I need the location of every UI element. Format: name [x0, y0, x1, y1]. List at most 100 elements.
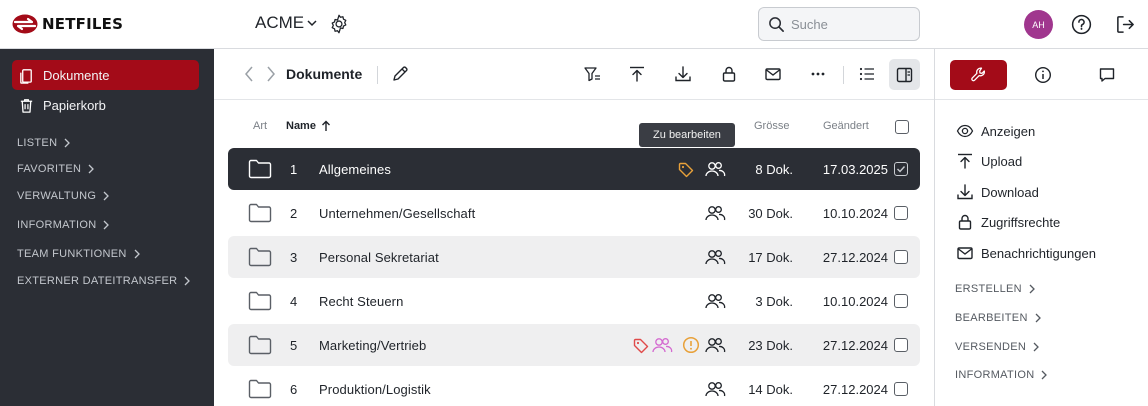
action-permissions[interactable]: Zugriffsrechte: [956, 213, 1060, 231]
section-send[interactable]: VERSENDEN: [955, 341, 1040, 353]
more-button[interactable]: [809, 65, 827, 83]
folder-icon: [248, 203, 272, 223]
table-row[interactable]: 3 Personal Sekretariat 17 Dok. 27.12.202…: [228, 236, 920, 278]
select-all-checkbox[interactable]: [895, 120, 909, 134]
logo[interactable]: NETFILES: [12, 14, 123, 34]
wrench-icon: [970, 67, 985, 82]
section-label: INFORMATION: [17, 219, 97, 231]
logo-text: NETFILES: [42, 15, 124, 33]
logout-button[interactable]: [1115, 14, 1136, 35]
action-view[interactable]: Anzeigen: [956, 122, 1035, 140]
upload-button[interactable]: [628, 65, 646, 83]
logout-icon: [1117, 16, 1134, 33]
list-view-button[interactable]: [858, 65, 876, 83]
download-button[interactable]: [674, 65, 692, 83]
column-type[interactable]: Art: [253, 120, 268, 132]
action-notifications[interactable]: Benachrichtigungen: [956, 244, 1096, 262]
row-name[interactable]: Marketing/Vertrieb: [319, 338, 427, 353]
section-label: INFORMATION: [955, 369, 1035, 381]
table-row[interactable]: 1 Allgemeines 8 Dok. 17.03.2025: [228, 148, 920, 190]
column-name[interactable]: Name: [286, 120, 331, 132]
shared-users-icon[interactable]: [704, 336, 726, 354]
row-name[interactable]: Unternehmen/Gesellschaft: [319, 206, 476, 221]
help-icon: [1071, 14, 1092, 35]
account-switcher[interactable]: ACME: [255, 13, 318, 33]
notify-button[interactable]: [764, 65, 782, 83]
sidebar-item-label: Dokumente: [43, 67, 110, 83]
row-checkbox[interactable]: [894, 294, 908, 308]
row-name[interactable]: Personal Sekretariat: [319, 250, 439, 265]
sidebar-section-team-functions[interactable]: TEAM FUNKTIONEN: [17, 248, 141, 260]
column-size[interactable]: Grösse: [754, 120, 790, 132]
section-create[interactable]: ERSTELLEN: [955, 283, 1036, 295]
row-name[interactable]: Produktion/Logistik: [319, 382, 431, 397]
column-modified[interactable]: Geändert: [823, 120, 869, 132]
back-button[interactable]: [242, 65, 256, 83]
mail-icon: [765, 68, 781, 81]
action-download[interactable]: Download: [956, 183, 1039, 201]
row-size: 3 Dok.: [755, 294, 793, 309]
row-checkbox[interactable]: [894, 162, 908, 176]
tag-icon[interactable]: [633, 338, 649, 354]
row-date: 17.03.2025: [822, 162, 888, 177]
side-panel-toggle[interactable]: [889, 59, 920, 90]
settings-button[interactable]: [328, 13, 350, 35]
shared-users-icon[interactable]: [704, 292, 726, 310]
sidebar-item-documents[interactable]: Dokumente: [12, 60, 199, 90]
breadcrumb[interactable]: Dokumente: [286, 66, 363, 82]
warning-icon[interactable]: [682, 336, 700, 354]
search-input[interactable]: [791, 16, 911, 32]
section-information[interactable]: INFORMATION: [955, 369, 1048, 381]
section-label: VERSENDEN: [955, 341, 1027, 353]
account-name: ACME: [255, 13, 305, 32]
chevron-right-icon: [1029, 284, 1035, 294]
row-size: 17 Dok.: [748, 250, 793, 265]
filter-button[interactable]: [583, 65, 602, 83]
row-number: 2: [290, 206, 298, 221]
table-row[interactable]: 5 Marketing/Vertrieb 23 Dok. 27.12.2024: [228, 324, 920, 366]
chevron-right-icon: [88, 164, 95, 174]
shared-users-icon[interactable]: [704, 204, 726, 222]
tab-comments[interactable]: [1089, 60, 1125, 90]
row-name[interactable]: Recht Steuern: [319, 294, 404, 309]
netfiles-logo-icon: [12, 14, 38, 34]
chevron-right-icon: [1035, 313, 1041, 323]
row-name[interactable]: Allgemeines: [319, 162, 391, 177]
sidebar-section-external-transfer[interactable]: EXTERNER DATEITRANSFER: [17, 275, 191, 287]
action-upload[interactable]: Upload: [956, 152, 1022, 170]
shared-users-icon[interactable]: [704, 248, 726, 266]
shared-users-icon[interactable]: [704, 160, 726, 178]
upload-icon: [630, 66, 644, 82]
forward-button[interactable]: [264, 65, 278, 83]
section-edit[interactable]: BEARBEITEN: [955, 312, 1042, 324]
tab-info[interactable]: [1025, 60, 1061, 90]
sidebar-item-trash[interactable]: Papierkorb: [12, 90, 199, 120]
sidebar-section-information[interactable]: INFORMATION: [17, 219, 110, 231]
row-checkbox[interactable]: [894, 382, 908, 396]
avatar[interactable]: AH: [1024, 10, 1053, 39]
rename-button[interactable]: [391, 65, 409, 83]
sidebar-section-lists[interactable]: LISTEN: [17, 137, 71, 149]
row-checkbox[interactable]: [894, 250, 908, 264]
external-users-icon[interactable]: [651, 336, 673, 354]
table-row[interactable]: 4 Recht Steuern 3 Dok. 10.10.2024: [228, 280, 920, 322]
row-number: 4: [290, 294, 298, 309]
table-row[interactable]: 6 Produktion/Logistik 14 Dok. 27.12.2024: [228, 368, 920, 406]
download-icon: [957, 184, 973, 200]
row-checkbox[interactable]: [894, 338, 908, 352]
row-checkbox[interactable]: [894, 206, 908, 220]
tab-actions[interactable]: [950, 60, 1007, 90]
row-number: 5: [290, 338, 298, 353]
sidebar-section-administration[interactable]: VERWALTUNG: [17, 190, 110, 202]
action-label: Benachrichtigungen: [981, 245, 1096, 261]
table-header: Art Name Zu bearbeiten Grösse Geändert: [214, 100, 934, 147]
search-box[interactable]: [758, 7, 920, 41]
tag-icon[interactable]: [678, 162, 694, 178]
help-button[interactable]: [1071, 14, 1092, 35]
shared-users-icon[interactable]: [704, 380, 726, 398]
eye-icon: [956, 124, 974, 138]
row-number: 1: [290, 162, 298, 177]
sidebar-section-favorites[interactable]: FAVORITEN: [17, 163, 95, 175]
table-row[interactable]: 2 Unternehmen/Gesellschaft 30 Dok. 10.10…: [228, 192, 920, 234]
permissions-button[interactable]: [720, 65, 738, 83]
